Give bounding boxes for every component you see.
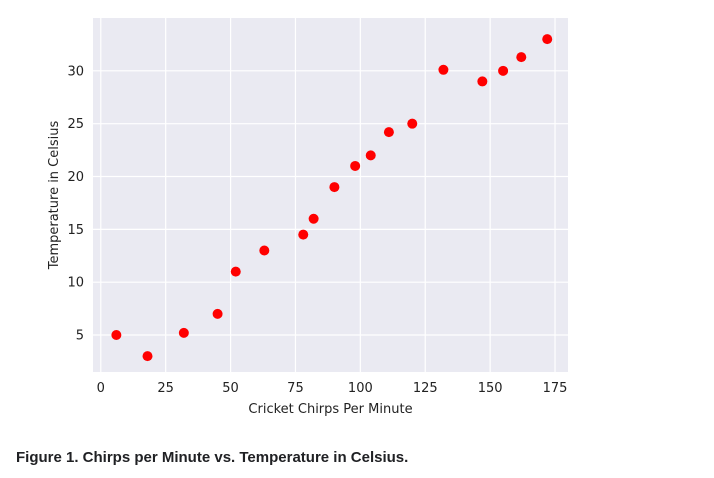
y-tick-label: 15 xyxy=(67,223,84,238)
figure-caption: Figure 1. Chirps per Minute vs. Temperat… xyxy=(16,449,409,466)
x-tick-label: 150 xyxy=(478,381,503,396)
gridlines xyxy=(93,18,568,372)
data-point xyxy=(329,182,340,193)
x-tick-label: 100 xyxy=(348,381,373,396)
data-point xyxy=(308,213,319,224)
data-point xyxy=(259,245,270,256)
y-axis-label: Temperature in Celsius xyxy=(47,121,62,271)
data-point xyxy=(350,160,361,171)
data-point xyxy=(111,330,122,341)
data-point xyxy=(178,327,189,338)
x-axis-label: Cricket Chirps Per Minute xyxy=(248,402,412,417)
tick-labels: 0 25 50 75 100 125 150 175 5 10 15 20 25 30 xyxy=(67,64,567,396)
data-point xyxy=(407,118,418,129)
data-point xyxy=(477,76,488,87)
data-point xyxy=(212,308,223,319)
x-tick-label: 50 xyxy=(222,381,239,396)
data-point xyxy=(365,150,376,161)
data-point xyxy=(142,351,153,362)
x-tick-label: 75 xyxy=(287,381,304,396)
y-tick-label: 5 xyxy=(76,329,84,344)
y-tick-label: 25 xyxy=(67,117,84,132)
data-point xyxy=(542,34,553,45)
data-point xyxy=(438,64,449,75)
x-tick-label: 25 xyxy=(157,381,174,396)
data-point xyxy=(383,127,394,138)
x-tick-label: 125 xyxy=(413,381,438,396)
y-tick-label: 20 xyxy=(67,170,84,185)
y-tick-label: 10 xyxy=(67,276,84,291)
x-tick-label: 175 xyxy=(543,381,568,396)
y-tick-label: 30 xyxy=(67,64,84,79)
data-points xyxy=(111,34,553,362)
data-point xyxy=(230,266,241,277)
data-point xyxy=(298,229,309,240)
x-tick-label: 0 xyxy=(97,381,105,396)
data-point xyxy=(516,52,527,63)
data-point xyxy=(498,65,509,76)
scatter-chart: 0 25 50 75 100 125 150 175 5 10 15 20 25 30 Cricket C… xyxy=(47,18,568,417)
plot-area xyxy=(93,18,568,372)
